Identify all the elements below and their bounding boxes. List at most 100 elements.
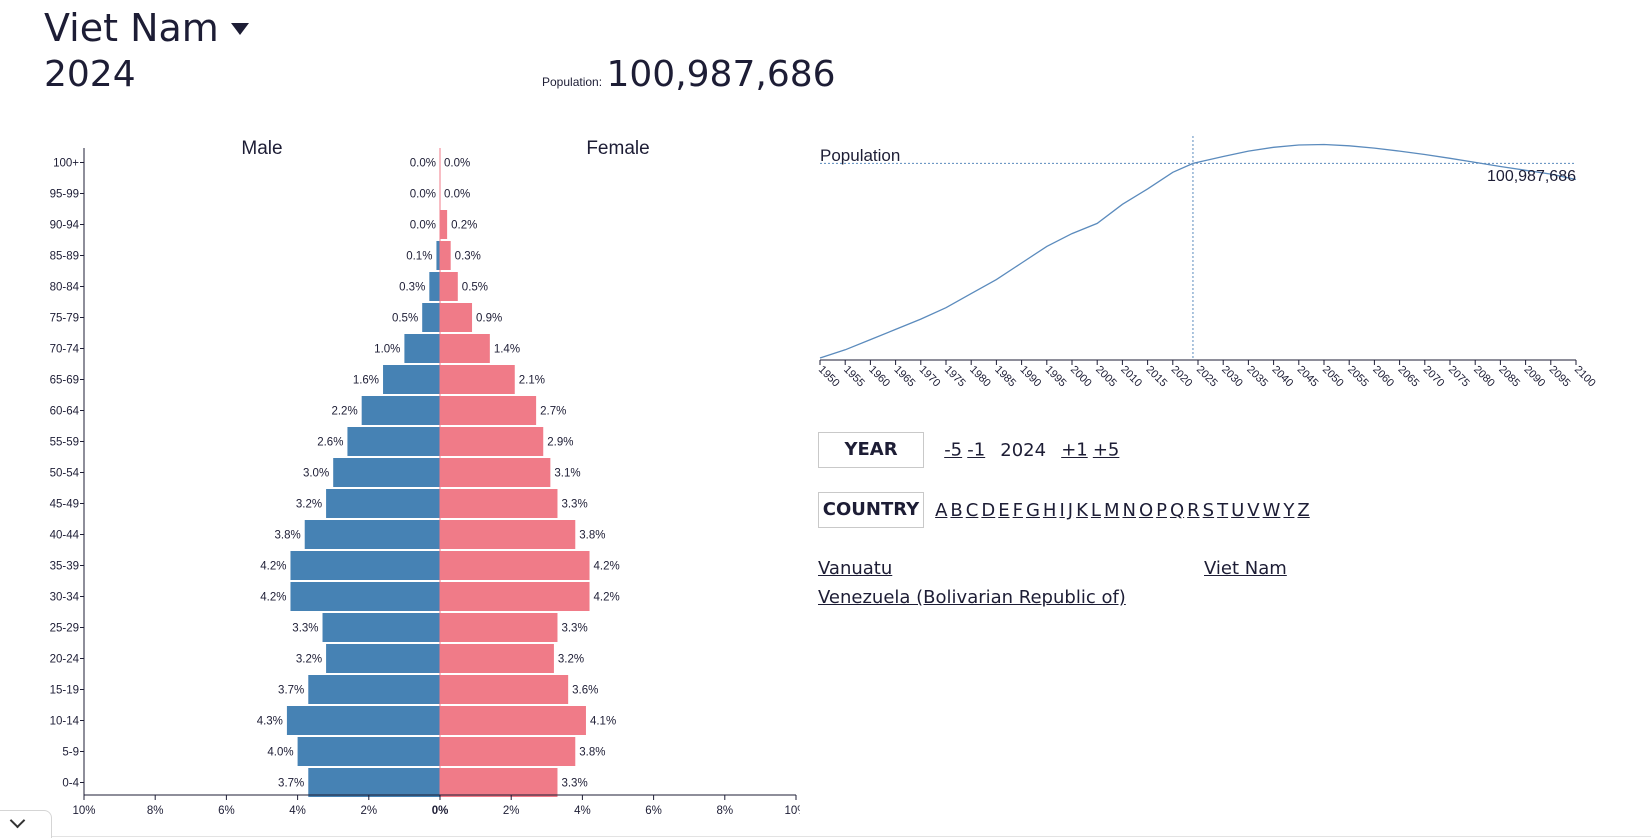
letter-link-s[interactable]: S: [1202, 499, 1215, 521]
x-tick-label: 0%: [432, 805, 449, 817]
female-value-label: 3.8%: [579, 530, 605, 542]
country-link-viet-nam[interactable]: Viet Nam: [1204, 558, 1287, 579]
trend-x-tick-label: 2100: [1572, 364, 1598, 390]
letter-link-a[interactable]: A: [935, 499, 948, 521]
letter-link-z[interactable]: Z: [1297, 499, 1310, 521]
trend-x-tick-label: 1985: [992, 364, 1018, 390]
female-value-label: 3.3%: [561, 623, 587, 635]
letter-link-k[interactable]: K: [1076, 499, 1088, 521]
trend-x-tick-label: 1965: [891, 364, 917, 390]
male-value-label: 4.2%: [260, 592, 286, 604]
male-value-label: 0.0%: [410, 189, 436, 201]
male-bar: [304, 520, 440, 549]
letter-link-n[interactable]: N: [1122, 499, 1136, 521]
chevron-down-icon[interactable]: [9, 812, 26, 829]
x-tick-label: 8%: [147, 805, 164, 817]
female-bar: [440, 334, 490, 363]
year-title: 2024: [44, 54, 136, 95]
female-bar: [440, 458, 551, 487]
x-tick-label: 6%: [218, 805, 235, 817]
male-value-label: 3.3%: [292, 623, 318, 635]
letter-link-g[interactable]: G: [1025, 499, 1040, 521]
bottom-panel-toggle[interactable]: [0, 810, 52, 838]
female-bar: [440, 613, 558, 642]
male-bar: [326, 644, 440, 673]
trend-x-tick-label: 2030: [1219, 364, 1245, 390]
country-link-vanuatu[interactable]: Vanuatu: [818, 558, 893, 579]
letter-link-h[interactable]: H: [1042, 499, 1057, 521]
population-line: [819, 143, 1577, 359]
trend-x-tick-label: 2005: [1093, 364, 1119, 390]
female-value-label: 3.6%: [572, 685, 598, 697]
age-group-label: 80-84: [50, 282, 80, 294]
trend-x-tick-label: 2080: [1471, 364, 1497, 390]
male-value-label: 0.3%: [399, 282, 425, 294]
country-name: Viet Nam: [44, 6, 219, 50]
male-bar: [333, 458, 440, 487]
letter-link-t[interactable]: T: [1217, 499, 1229, 521]
female-bar: [440, 675, 569, 704]
male-value-label: 0.1%: [406, 251, 432, 263]
male-bar: [429, 272, 440, 301]
letter-link-l[interactable]: L: [1090, 499, 1101, 521]
female-value-label: 2.7%: [540, 406, 566, 418]
x-tick-label: 10%: [72, 805, 95, 817]
letter-link-b[interactable]: B: [950, 499, 963, 521]
age-group-label: 45-49: [50, 499, 79, 511]
letter-link-f[interactable]: F: [1012, 499, 1023, 521]
letter-link-v[interactable]: V: [1247, 499, 1260, 521]
trend-x-tick-label: 1970: [917, 364, 943, 390]
country-selector[interactable]: Viet Nam: [44, 4, 249, 52]
letter-link-c[interactable]: C: [965, 499, 979, 521]
male-value-label: 2.6%: [317, 437, 343, 449]
age-group-label: 100+: [53, 158, 79, 170]
trend-title: Population: [820, 146, 900, 165]
male-value-label: 0.0%: [410, 158, 436, 170]
year-plus-5-link[interactable]: +5: [1092, 439, 1120, 461]
letter-link-u[interactable]: U: [1231, 499, 1245, 521]
age-group-label: 70-74: [50, 344, 80, 356]
letter-link-d[interactable]: D: [981, 499, 996, 521]
letter-link-p[interactable]: P: [1156, 499, 1167, 521]
male-value-label: 3.2%: [296, 654, 322, 666]
male-bar: [290, 582, 440, 611]
year-plus-1-link[interactable]: +1: [1061, 439, 1088, 461]
trend-x-tick-label: 2010: [1118, 364, 1144, 390]
age-group-label: 75-79: [50, 313, 79, 325]
letter-link-q[interactable]: Q: [1169, 499, 1185, 521]
year-minus-5-link[interactable]: -5: [944, 439, 963, 461]
trend-x-tick-label: 2015: [1143, 364, 1169, 390]
letter-link-w[interactable]: W: [1262, 499, 1281, 521]
female-bar: [440, 582, 590, 611]
male-value-label: 0.5%: [392, 313, 418, 325]
letter-link-e[interactable]: E: [998, 499, 1010, 521]
year-minus-1-link[interactable]: -1: [967, 439, 986, 461]
female-value-label: 2.9%: [547, 437, 573, 449]
male-bar: [290, 551, 440, 580]
letter-link-m[interactable]: M: [1103, 499, 1120, 521]
male-value-label: 3.0%: [303, 468, 329, 480]
trend-x-tick-label: 2070: [1421, 364, 1447, 390]
female-value-label: 0.2%: [451, 220, 477, 232]
x-tick-label: 10%: [784, 805, 800, 817]
letter-link-j[interactable]: J: [1067, 499, 1074, 521]
female-value-label: 4.2%: [594, 592, 620, 604]
female-bar: [440, 241, 451, 270]
trend-x-tick-label: 2085: [1496, 364, 1522, 390]
country-link-venezuela[interactable]: Venezuela (Bolivarian Republic of): [818, 587, 1126, 608]
letter-link-y[interactable]: Y: [1283, 499, 1295, 521]
country-label: COUNTRY: [818, 492, 924, 528]
letter-link-o[interactable]: O: [1138, 499, 1154, 521]
trend-x-tick-label: 2095: [1547, 364, 1573, 390]
male-value-label: 3.8%: [275, 530, 301, 542]
female-bar: [440, 737, 576, 766]
letter-link-r[interactable]: R: [1187, 499, 1200, 521]
x-tick-label: 2%: [503, 805, 520, 817]
caret-down-icon[interactable]: [230, 22, 249, 35]
letter-link-i[interactable]: I: [1059, 499, 1065, 521]
population-total: Population: 100,987,686: [542, 54, 836, 95]
trend-x-tick-label: 2025: [1194, 364, 1220, 390]
trend-x-tick-label: 1950: [816, 364, 842, 390]
